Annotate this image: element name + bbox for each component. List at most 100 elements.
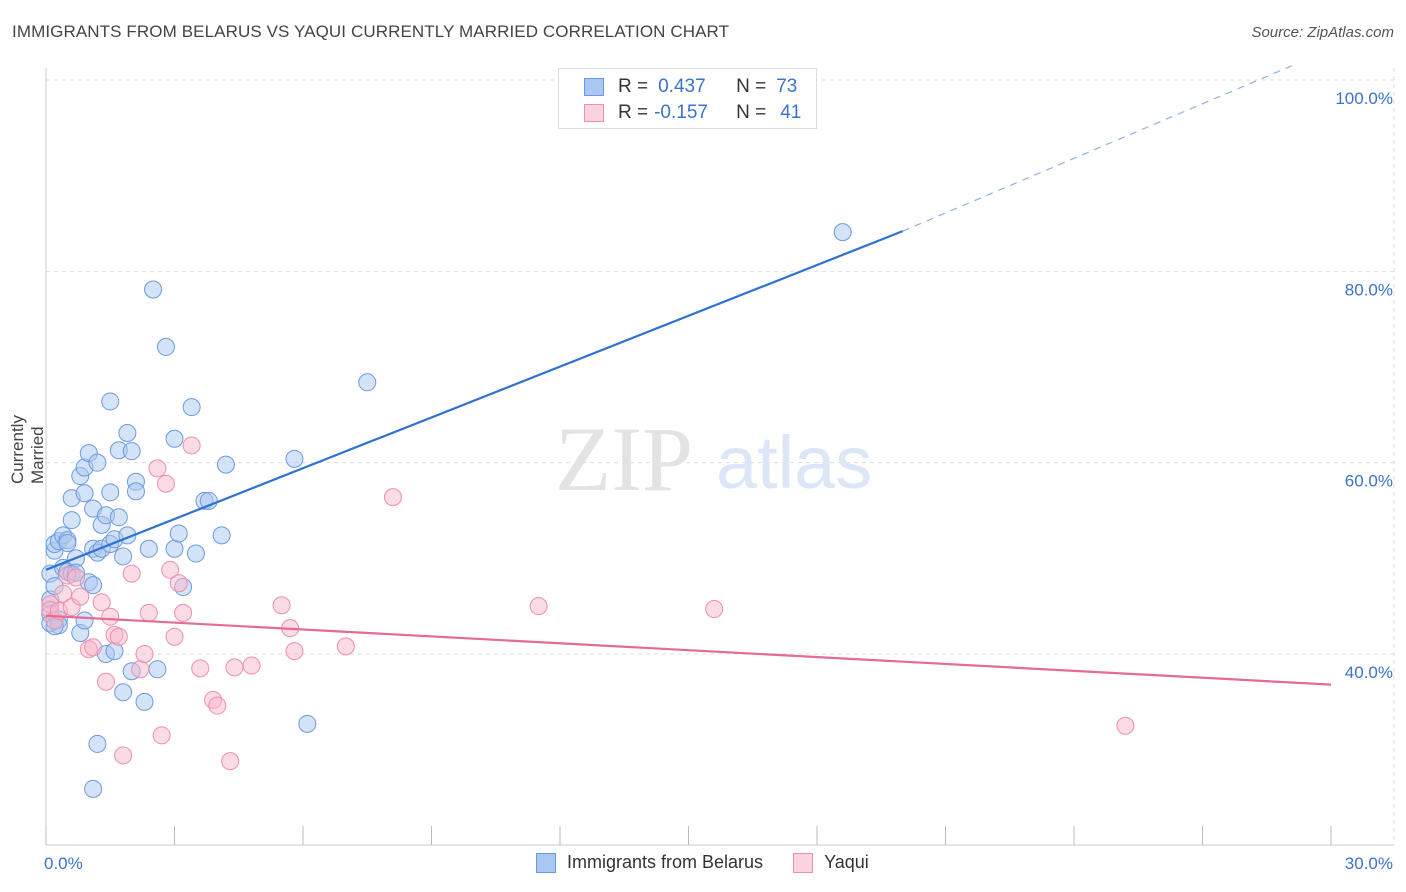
- legend-row-yaqui: R = -0.157 N = 41: [584, 101, 802, 125]
- yaqui-point: [156, 474, 175, 493]
- n-value-yaqui: 41: [780, 102, 802, 123]
- yaqui-point: [161, 560, 180, 579]
- yaqui-point: [71, 587, 90, 606]
- yaqui-point: [92, 593, 111, 612]
- belarus-point: [122, 442, 141, 461]
- yaqui-point: [242, 656, 261, 675]
- watermark-atlas: atlas: [716, 421, 872, 504]
- belarus-point: [186, 544, 205, 563]
- yaqui-point: [705, 600, 724, 619]
- correlation-legend: R = 0.437 N = 73 R = -0.157 N = 41: [558, 68, 817, 129]
- yaqui-point: [109, 627, 128, 646]
- yaqui-point: [165, 627, 184, 646]
- belarus-point: [139, 539, 158, 558]
- legend-swatch-yaqui: [793, 852, 814, 873]
- yaqui-point: [529, 597, 548, 616]
- belarus-point: [62, 511, 81, 530]
- series-yaqui-points: [41, 436, 1135, 771]
- yaqui-point: [66, 568, 85, 587]
- yaqui-point: [114, 746, 133, 765]
- belarus-point: [84, 576, 103, 595]
- yaqui-point: [182, 436, 201, 455]
- belarus-point: [298, 714, 317, 733]
- belarus-point: [114, 683, 133, 702]
- legend-swatch-yaqui: [584, 104, 604, 122]
- yaqui-point: [169, 574, 188, 593]
- belarus-point: [109, 508, 128, 527]
- n-label: N =: [736, 76, 767, 97]
- belarus-point: [148, 660, 167, 679]
- belarus-point: [114, 547, 133, 566]
- belarus-point: [135, 692, 154, 711]
- yaqui-point: [101, 607, 120, 626]
- belarus-point: [101, 392, 120, 411]
- trend-line-belarus: [45, 230, 904, 571]
- belarus-point: [58, 534, 77, 553]
- belarus-point: [165, 539, 184, 558]
- yaqui-point: [221, 752, 240, 771]
- watermark: ZIP atlas: [555, 408, 872, 510]
- tick-labels: 40.0% 60.0% 80.0% 100.0% 0.0% 30.0%: [44, 89, 1393, 873]
- belarus-point: [101, 483, 120, 502]
- belarus-point: [88, 453, 107, 472]
- belarus-point: [84, 779, 103, 798]
- yaqui-point: [1116, 716, 1135, 735]
- belarus-point: [285, 449, 304, 468]
- series-belarus-points: [41, 223, 852, 798]
- gridlines: [46, 68, 1395, 845]
- axes: [45, 68, 1394, 846]
- legend-swatch-belarus: [584, 78, 604, 96]
- source-credit: Source: ZipAtlas.com: [1251, 24, 1394, 41]
- yaqui-point: [152, 726, 171, 745]
- x-tick-label-min: 0.0%: [44, 854, 83, 873]
- yaqui-point: [148, 459, 167, 478]
- belarus-point: [169, 524, 188, 543]
- n-label: N =: [736, 102, 767, 123]
- yaqui-point: [272, 596, 291, 615]
- legend-swatch-belarus: [536, 852, 556, 873]
- y-tick-label-80: 80.0%: [1345, 280, 1393, 299]
- legend-label-belarus: Immigrants from Belarus: [567, 852, 764, 872]
- belarus-point: [75, 611, 94, 630]
- belarus-point: [165, 429, 184, 448]
- r-value-belarus: 0.437: [658, 76, 706, 97]
- yaqui-point: [122, 564, 141, 583]
- belarus-point: [126, 482, 145, 501]
- yaqui-point: [174, 603, 193, 622]
- x-tick-label-max: 30.0%: [1345, 854, 1393, 873]
- belarus-point: [358, 373, 377, 392]
- yaqui-point: [96, 672, 115, 691]
- yaqui-point: [285, 642, 304, 661]
- yaqui-point: [84, 638, 103, 657]
- yaqui-point: [383, 488, 402, 507]
- belarus-point: [118, 424, 137, 443]
- legend-item-yaqui[interactable]: Yaqui: [793, 852, 869, 873]
- y-tick-label-40: 40.0%: [1345, 663, 1393, 682]
- belarus-point: [833, 223, 852, 242]
- yaqui-point: [191, 659, 210, 678]
- r-label: R =: [618, 76, 649, 97]
- belarus-point: [88, 734, 107, 753]
- y-tick-label-60: 60.0%: [1345, 472, 1393, 491]
- watermark-zip: ZIP: [555, 408, 693, 510]
- trend-line-belarus-extension: [902, 63, 1297, 232]
- yaqui-point: [135, 645, 154, 663]
- trend-line-yaqui: [45, 614, 1332, 686]
- legend-item-belarus[interactable]: Immigrants from Belarus: [536, 852, 763, 873]
- belarus-point: [156, 337, 175, 356]
- yaqui-point: [54, 584, 73, 603]
- yaqui-point: [336, 637, 355, 656]
- series-legend: Immigrants from Belarus Yaqui: [536, 852, 899, 873]
- belarus-point: [144, 280, 163, 299]
- yaqui-point: [225, 658, 244, 677]
- legend-row-belarus: R = 0.437 N = 73: [584, 75, 797, 99]
- r-value-yaqui: -0.157: [654, 102, 708, 123]
- y-tick-label-100: 100.0%: [1335, 89, 1393, 108]
- trend-lines: [45, 63, 1332, 686]
- belarus-point: [216, 455, 235, 474]
- r-label: R =: [618, 102, 649, 123]
- belarus-point: [212, 526, 231, 545]
- belarus-point: [75, 484, 94, 503]
- belarus-point: [182, 398, 201, 417]
